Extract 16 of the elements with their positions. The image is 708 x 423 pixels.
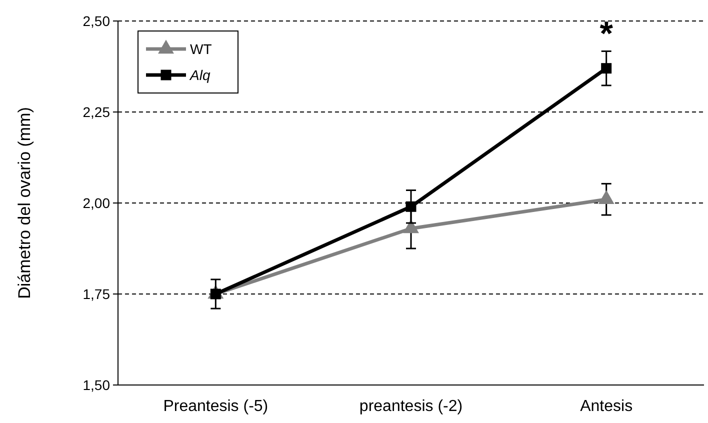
y-tick-label: 2,50 <box>82 12 110 29</box>
point <box>403 219 419 234</box>
point <box>406 201 416 212</box>
point <box>598 190 614 204</box>
x-tick-label: preantesis (-2) <box>359 398 463 415</box>
annotation: * <box>600 15 614 54</box>
y-tick-label: 1,75 <box>82 286 110 302</box>
point <box>601 63 612 74</box>
x-tick-label: Preantesis (-5) <box>163 398 268 415</box>
legend-label: Alq <box>189 66 210 83</box>
y-tick-label: 1,50 <box>82 376 110 393</box>
y-tick-label: 2,00 <box>82 194 110 211</box>
legend-label: WT <box>190 40 212 57</box>
x-tick-label: Antesis <box>580 398 633 415</box>
y-tick-label: 2,25 <box>82 104 110 120</box>
y-axis-title: Diámetro del ovario (mm) <box>15 107 34 299</box>
